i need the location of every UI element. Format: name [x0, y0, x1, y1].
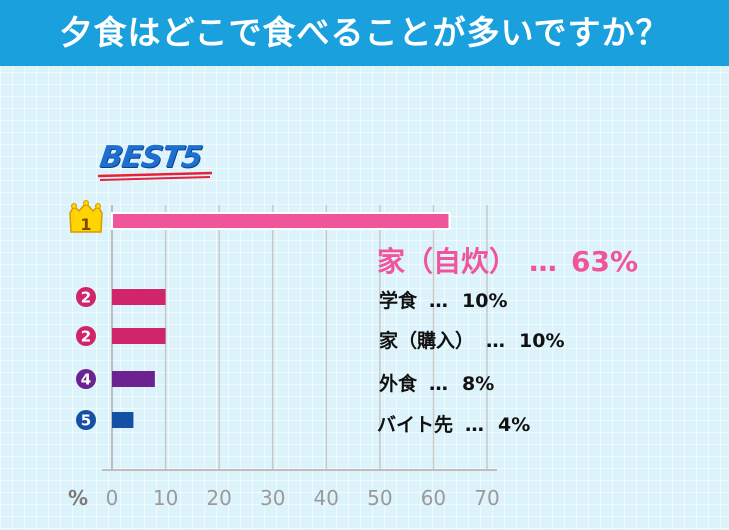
- data-label: 外食 … 8%: [379, 369, 494, 396]
- bar: [112, 412, 134, 428]
- x-tick-label: 60: [421, 486, 446, 510]
- data-label: 学食 … 10%: [379, 286, 508, 313]
- x-axis-label: %: [68, 486, 88, 510]
- value-label: 4%: [498, 414, 531, 436]
- value-label: 10%: [519, 330, 565, 352]
- data-label: 家（購入） … 10%: [379, 326, 565, 353]
- page-title: 夕食はどこで食べることが多いですか？: [59, 13, 670, 52]
- rank-circle-icon: [76, 410, 96, 430]
- scribble-underline-icon: [97, 171, 213, 181]
- x-tick-label: 20: [206, 486, 231, 510]
- ellipsis-separator: …: [429, 373, 449, 395]
- bar: [111, 212, 451, 230]
- x-tick-label: 10: [153, 486, 178, 510]
- data-label: 家（自炊） … 63%: [377, 240, 638, 280]
- category-label: 家（自炊）: [377, 245, 518, 278]
- data-label: バイト先 … 4%: [377, 410, 530, 437]
- ellipsis-separator: …: [529, 245, 558, 278]
- x-tick-label: 40: [314, 486, 339, 510]
- ellipsis-separator: …: [486, 330, 506, 352]
- rank-circle-icon: [76, 369, 96, 389]
- rank-number: 5: [81, 412, 91, 430]
- category-label: バイト先: [377, 414, 454, 436]
- bar: [112, 328, 166, 344]
- rank-number: 2: [81, 289, 91, 307]
- rank-circle-icon: [76, 326, 96, 346]
- rank-number: 2: [81, 328, 91, 346]
- rank-number: 1: [80, 215, 91, 234]
- category-label: 外食: [379, 373, 418, 395]
- value-label: 10%: [462, 290, 508, 312]
- crown-icon: 1: [69, 200, 103, 234]
- category-label: 学食: [379, 290, 418, 312]
- ellipsis-separator: …: [465, 414, 485, 436]
- bar: [112, 371, 155, 387]
- x-tick-label: 70: [474, 486, 499, 510]
- category-label: 家（購入）: [379, 330, 475, 352]
- header-bar: 夕食はどこで食べることが多いですか？: [0, 0, 729, 66]
- x-tick-label: 30: [260, 486, 285, 510]
- x-tick-label: 0: [106, 486, 119, 510]
- bar: [112, 289, 166, 305]
- rank-number: 4: [81, 371, 91, 389]
- x-tick-label: 50: [367, 486, 392, 510]
- value-label: 8%: [462, 373, 495, 395]
- ellipsis-separator: …: [429, 290, 449, 312]
- value-label: 63%: [571, 245, 639, 278]
- rank-circle-icon: [76, 287, 96, 307]
